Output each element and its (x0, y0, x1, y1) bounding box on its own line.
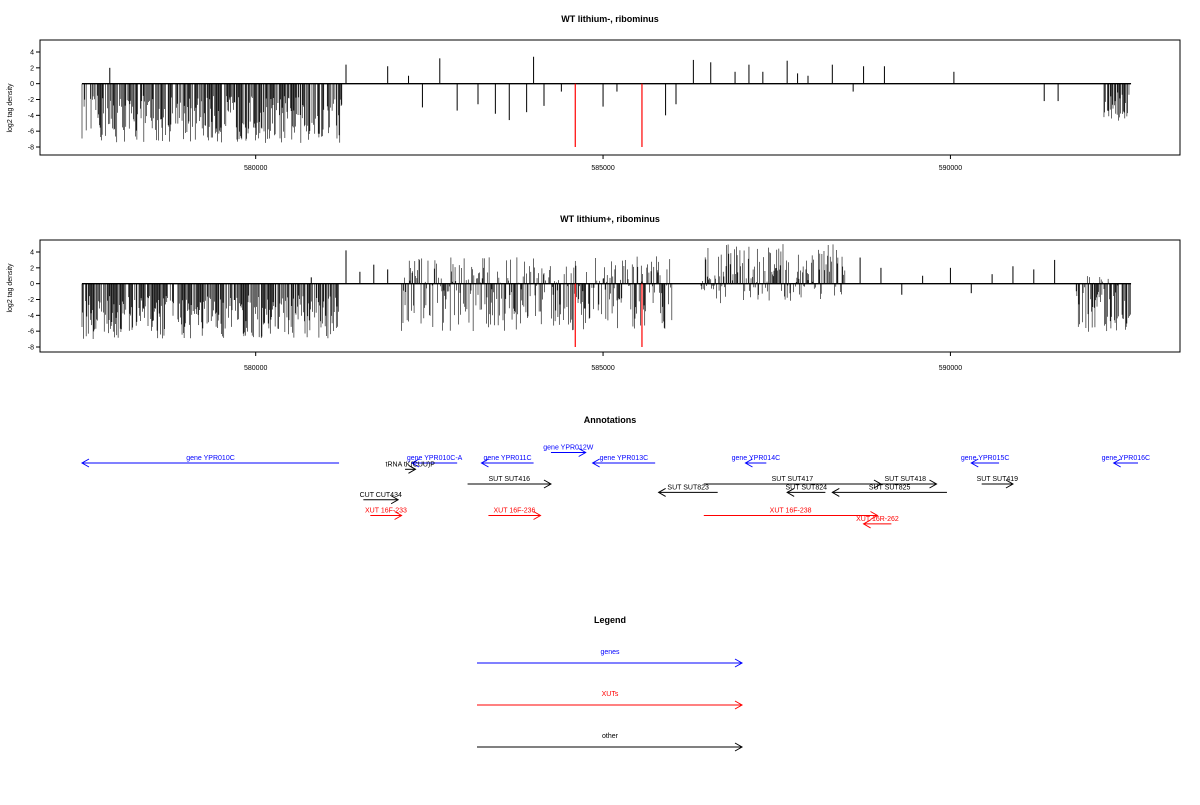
annotation-label: gene YPR015C (961, 455, 1010, 462)
annotation-label: gene YPR016C (1102, 455, 1151, 462)
annotation-arrow-head (870, 511, 879, 520)
legend-title: Legend (594, 615, 626, 625)
annotation-arrow-head (831, 487, 840, 497)
annotation-label: XUT 16F-233 (365, 508, 407, 515)
annotation-arrow-head (744, 458, 753, 468)
annotation-label: tRNA tK(CUU)P (386, 461, 436, 468)
x-tick-label: 585000 (591, 165, 614, 172)
annotation-label: XUT 16F-236 (494, 508, 536, 515)
x-tick-label: 580000 (244, 365, 267, 372)
annotation-arrow-head (533, 511, 542, 520)
legend-arrow-head (734, 658, 744, 668)
annotation-label: gene YPR012W (543, 445, 593, 452)
legend-arrow-head (734, 742, 744, 752)
annotation-arrow-head (929, 479, 938, 489)
y-tick-label: 2 (30, 265, 34, 272)
annotation-arrow-head (410, 458, 420, 468)
x-tick-label: 585000 (591, 365, 614, 372)
annotation-arrow-head (1112, 458, 1121, 468)
panel-lithium-plus: WT lithium+, ribominus log2 tag density … (7, 214, 1181, 372)
annotation-label: SUT SUT825 (869, 484, 911, 491)
annotation-arrow-head (394, 511, 403, 520)
y-axis-label: log2 tag density (7, 263, 14, 313)
y-tick-label: 0 (30, 281, 34, 288)
annotation-arrow-head (80, 458, 90, 468)
plot-frame (39, 239, 1181, 353)
x-tick-label: 580000 (244, 165, 267, 172)
annotation-arrow-head (970, 458, 979, 468)
y-tick-label: -2 (28, 297, 34, 304)
x-tick-label: 590000 (939, 165, 962, 172)
y-tick-label: -6 (28, 329, 34, 336)
y-tick-label: -2 (28, 97, 34, 104)
annotation-label: XUT 16R-262 (856, 516, 899, 523)
y-tick-label: -8 (28, 145, 34, 152)
y-tick-label: 4 (30, 50, 34, 57)
plot-frame (39, 39, 1181, 156)
annotation-arrow-head (480, 458, 489, 468)
annotation-arrow-head (408, 464, 417, 474)
annotation-label: CUT CUT434 (360, 492, 402, 499)
chart-title: WT lithium-, ribominus (561, 14, 659, 24)
chart-title: WT lithium+, ribominus (560, 214, 660, 224)
annotation-arrow-head (786, 487, 795, 497)
annotation-arrow-head (591, 458, 600, 468)
legend-label: other (602, 733, 619, 740)
y-tick-label: 2 (30, 65, 34, 72)
annotations-title: Annotations (584, 415, 637, 425)
annotation-label: SUT SUT824 (786, 484, 828, 491)
annotation-arrow-head (657, 487, 666, 497)
annotation-label: SUT SUT417 (772, 476, 814, 483)
annotation-arrow-head (543, 479, 552, 489)
y-tick-label: -4 (28, 313, 34, 320)
annotation-label: XUT 16F-238 (770, 508, 812, 515)
x-tick-label: 590000 (939, 365, 962, 372)
annotation-label: SUT SUT418 (885, 476, 927, 483)
annotation-label: gene YPR013C (600, 455, 649, 462)
panel-lithium-minus: WT lithium-, ribominus log2 tag density … (7, 14, 1181, 172)
y-tick-label: -6 (28, 129, 34, 136)
annotations-panel: Annotations gene YPR010C gene YPR010C-A ge… (80, 415, 1151, 529)
annotation-arrow-head (862, 519, 871, 529)
annotation-arrow-head (390, 495, 400, 505)
annotation-label: SUT SUT823 (667, 484, 709, 491)
legend-label: genes (600, 649, 620, 656)
annotation-label: SUT SUT419 (977, 476, 1019, 483)
annotation-label: gene YPR014C (732, 455, 781, 462)
annotation-label: gene YPR010C-A (407, 455, 463, 462)
annotation-label: SUT SUT416 (489, 476, 531, 483)
y-tick-label: -8 (28, 345, 34, 352)
y-tick-label: 4 (30, 250, 34, 257)
y-tick-label: 0 (30, 81, 34, 88)
y-tick-label: -4 (28, 113, 34, 120)
y-axis-label: log2 tag density (7, 83, 14, 133)
legend-panel: Legend genes XUTs other (477, 615, 744, 752)
annotation-label: gene YPR010C (186, 455, 235, 462)
legend-label: XUTs (602, 691, 619, 698)
annotation-label: gene YPR011C (484, 455, 532, 462)
annotation-arrow-head (1005, 479, 1014, 489)
legend-arrow-head (734, 700, 744, 710)
annotation-arrow-head (578, 448, 587, 457)
